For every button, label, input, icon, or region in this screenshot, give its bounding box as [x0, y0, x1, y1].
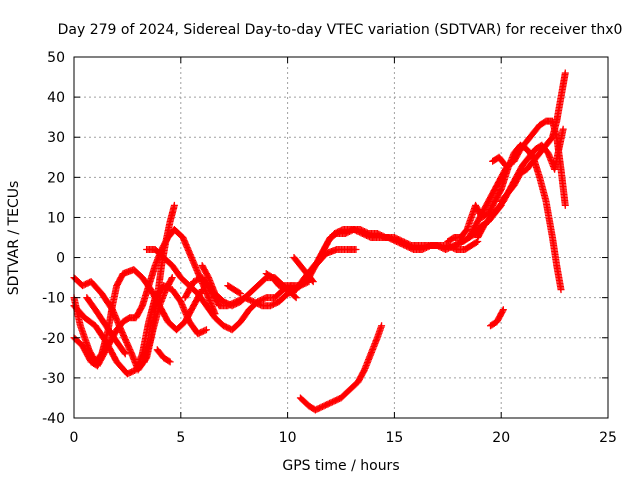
y-tick-label: -30 — [42, 371, 65, 387]
x-tick-label: 5 — [176, 430, 185, 446]
y-tick-label: 50 — [47, 50, 65, 66]
y-tick-label: -40 — [42, 411, 65, 427]
y-tick-label: 0 — [56, 251, 65, 267]
data-point — [170, 201, 178, 209]
series-arc-21 — [487, 306, 507, 330]
data-point — [168, 275, 176, 283]
data-point — [120, 349, 128, 357]
series-arc-8 — [153, 346, 174, 366]
series-arc-17 — [296, 322, 386, 414]
y-tick-label: 20 — [47, 170, 65, 186]
axis-ticks — [73, 56, 609, 419]
data-point — [308, 276, 316, 284]
x-tick-label: 20 — [492, 430, 510, 446]
axis-tick-labels: 0 5 10 15 20 25 -40 -30 -20 -10 0 10 20 30 40 50 — [42, 50, 617, 446]
series-arc-16 — [311, 246, 360, 270]
x-tick-label: 10 — [279, 430, 297, 446]
data-point — [557, 286, 565, 294]
data-point — [559, 125, 567, 133]
data-points — [70, 69, 569, 414]
x-tick-label: 15 — [385, 430, 403, 446]
y-tick-label: 40 — [47, 90, 65, 106]
data-point — [561, 201, 569, 209]
data-point — [309, 278, 317, 286]
x-tick-label: 0 — [70, 430, 79, 446]
data-point — [292, 294, 300, 302]
data-point — [237, 290, 245, 298]
y-tick-label: 30 — [47, 130, 65, 146]
series-arc-15 — [290, 254, 317, 286]
data-point — [201, 326, 209, 334]
y-tick-label: -10 — [42, 291, 65, 307]
data-point — [561, 69, 569, 77]
data-point — [166, 358, 174, 366]
data-point — [501, 161, 509, 169]
data-point — [499, 307, 507, 315]
data-point — [235, 289, 243, 297]
y-axis-label: SDTVAR / TECUs — [6, 181, 22, 296]
series-arc-6 — [140, 201, 178, 366]
series-arc-23 — [489, 153, 509, 169]
y-tick-label: 10 — [47, 210, 65, 226]
data-point — [202, 326, 210, 334]
series-arc-22 — [497, 69, 569, 205]
x-axis-label: GPS time / hours — [282, 458, 399, 474]
plot-frame — [73, 56, 609, 419]
data-point — [291, 293, 299, 301]
grid — [74, 57, 608, 418]
chart-title: Day 279 of 2024, Sidereal Day-to-day VTE… — [58, 22, 623, 38]
data-point — [168, 274, 176, 282]
series-arc-18 — [444, 141, 565, 294]
data-point — [378, 322, 386, 330]
x-tick-label: 25 — [599, 430, 617, 446]
data-point — [165, 357, 173, 365]
data-point — [499, 306, 507, 314]
data-point — [501, 160, 509, 168]
y-tick-label: -20 — [42, 331, 65, 347]
data-point — [352, 246, 360, 254]
data-point — [121, 350, 129, 358]
data-point — [472, 238, 480, 246]
series-arc-11 — [224, 282, 245, 298]
series-arc-5 — [83, 294, 129, 358]
